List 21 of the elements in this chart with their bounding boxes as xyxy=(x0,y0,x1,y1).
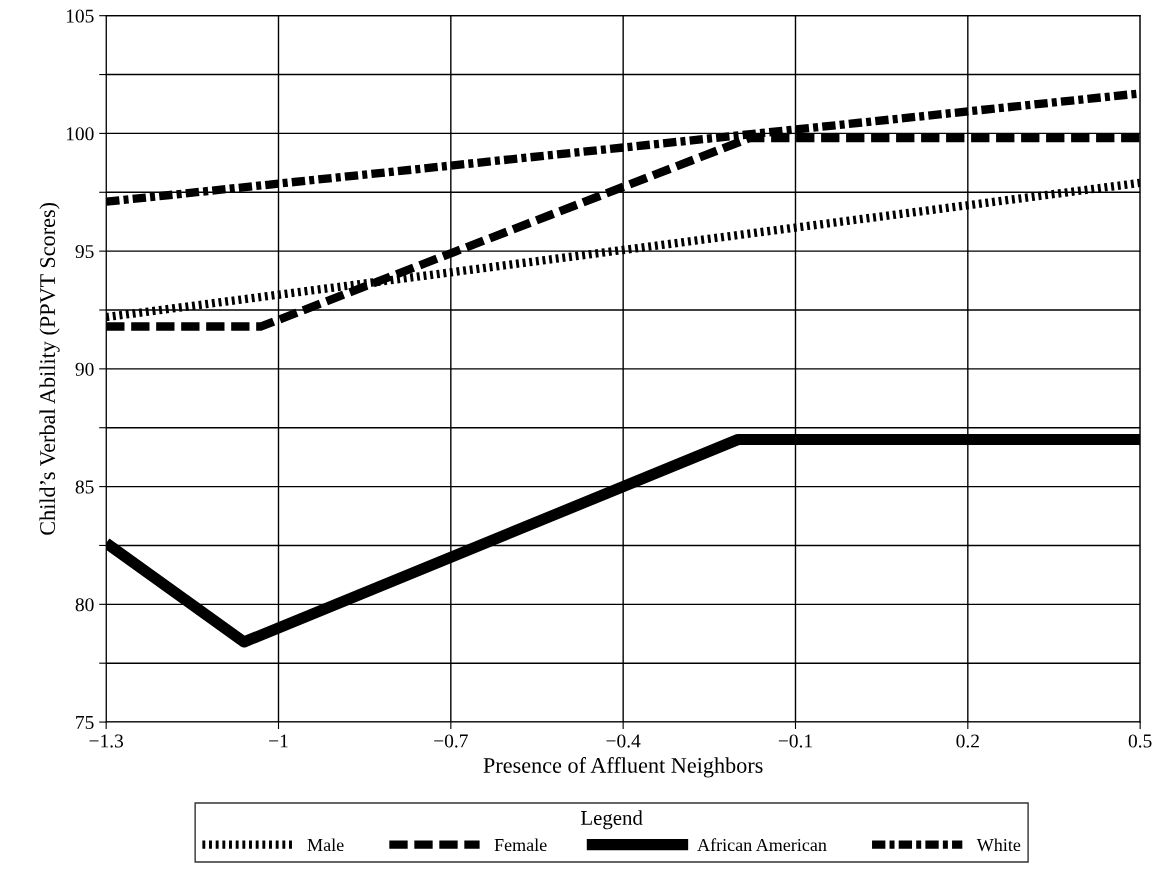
y-tick-label: 85 xyxy=(75,480,94,494)
x-tick-label: −0.1 xyxy=(778,734,812,748)
x-tick-label: −0.4 xyxy=(606,734,641,748)
y-tick-label: 105 xyxy=(66,9,94,23)
y-axis-title: Child’s Verbal Ability (PPVT Scores) xyxy=(39,202,60,535)
y-tick-label: 90 xyxy=(75,362,94,376)
y-tick-label: 75 xyxy=(76,716,94,729)
x-tick-label: −1.3 xyxy=(89,734,124,748)
legend-label: White xyxy=(976,838,1021,852)
legend-title: Legend xyxy=(580,810,643,830)
legend-label: Male xyxy=(307,838,344,852)
y-tick-label: 100 xyxy=(66,127,94,141)
y-tick-label: 80 xyxy=(75,598,94,612)
x-tick-label: 0.5 xyxy=(1128,734,1152,748)
x-axis-title: Presence of Affluent Neighbors xyxy=(483,757,763,778)
x-tick-label: 0.2 xyxy=(956,734,979,748)
x-tick-label: −1 xyxy=(269,734,288,748)
legend-label: Female xyxy=(494,838,547,852)
legend-label: African American xyxy=(697,838,827,852)
x-tick-label: −0.7 xyxy=(434,734,468,748)
y-tick-label: 95 xyxy=(75,245,94,259)
